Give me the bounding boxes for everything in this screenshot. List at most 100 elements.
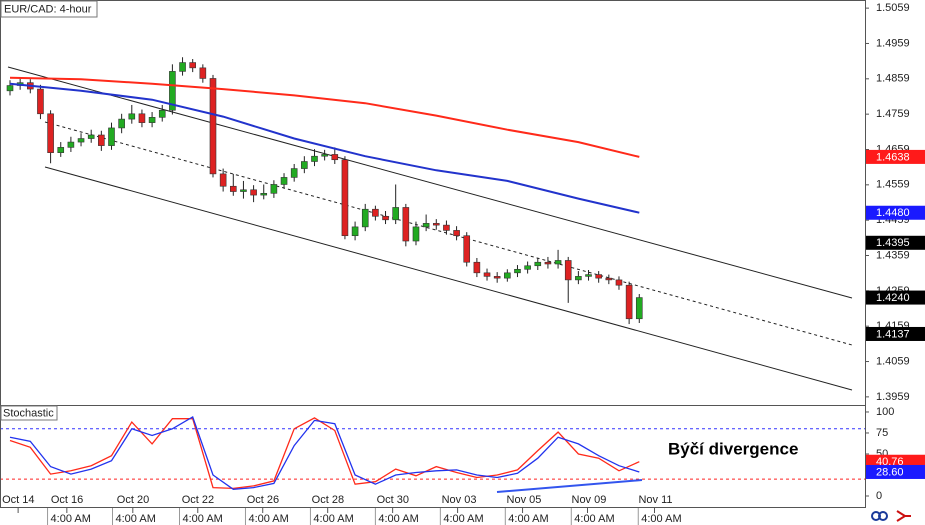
price-tag-label: 1.4395 (876, 237, 910, 249)
candle-body (483, 272, 491, 277)
y-tick-label: 1.3959 (876, 391, 910, 403)
x-minor-tick-label: 4:00 AM (641, 513, 681, 525)
price-tag-label: 28.60 (876, 466, 904, 478)
candle-body (98, 134, 105, 146)
candle-body (169, 71, 176, 111)
series-line (9, 76, 640, 158)
stochastic-title: Stochastic (3, 407, 54, 419)
candle-body (189, 62, 196, 69)
candle-body (392, 207, 399, 221)
chart-title: EUR/CAD: 4-hour (4, 3, 92, 15)
candle-body (382, 215, 389, 221)
arrow-icon[interactable] (896, 510, 911, 522)
candle-body (463, 235, 471, 263)
candle-body (635, 297, 643, 320)
price-tag (866, 464, 925, 479)
x-minor-tick-label: 4:00 AM (443, 513, 483, 525)
candle-body (301, 161, 308, 169)
candle-body (179, 62, 186, 72)
x-minor-tick-label: 4:00 AM (378, 513, 418, 525)
candle-body (270, 184, 278, 194)
price-tag (866, 290, 925, 305)
candle-body (331, 154, 339, 161)
y-tick-label: 1.4559 (876, 179, 910, 191)
y-tick-label: 1.5059 (876, 2, 910, 14)
y-tick-label: 0 (876, 490, 882, 502)
candle-body (361, 208, 369, 228)
candle-body (453, 230, 460, 237)
candle-body (402, 207, 410, 242)
candle-body (341, 159, 349, 237)
candle-body (564, 260, 572, 281)
series-line (9, 416, 640, 490)
price-panel: 1.50591.49591.48591.47591.46591.45591.44… (6, 2, 925, 403)
x-tick-label: Oct 30 (377, 494, 409, 506)
candle-body (372, 208, 379, 217)
candle-body (473, 261, 481, 274)
series-line (9, 417, 640, 490)
candle-body (493, 276, 501, 279)
candle-body (514, 268, 521, 274)
candle-body (432, 223, 440, 226)
candle-body (47, 113, 54, 153)
x-tick-label: Nov 09 (572, 494, 607, 506)
price-tag-label: 1.4137 (876, 328, 910, 340)
stochastic-frame (0, 405, 866, 508)
candle-body (37, 88, 44, 115)
x-tick-label: Oct 28 (312, 494, 344, 506)
candle-body (209, 78, 217, 175)
x-minor-tick-label: 4:00 AM (248, 513, 288, 525)
candle-body (199, 67, 207, 79)
annotation: Býčí divergence (668, 439, 798, 458)
candle-body (77, 138, 85, 143)
candle-body (280, 177, 288, 185)
channel-upper (7, 66, 853, 299)
price-tag-label: 1.4240 (876, 292, 910, 304)
link-icon-2[interactable] (878, 511, 888, 521)
candle-body (575, 276, 582, 281)
title-box (0, 0, 98, 18)
candle-body (554, 260, 562, 265)
y-tick-label: 1.4859 (876, 73, 910, 85)
candle-body (108, 127, 115, 146)
x-tick-label: Oct 20 (117, 494, 149, 506)
x-minor-tick-label: 4:00 AM (182, 513, 222, 525)
candle-body (229, 185, 237, 192)
y-tick-label: 1.4759 (876, 108, 910, 120)
candle-body (443, 224, 450, 231)
candle-body (625, 284, 633, 320)
candle-body (219, 173, 227, 187)
y-tick-label: 75 (876, 427, 888, 439)
candle-body (351, 226, 359, 237)
candle-body (595, 274, 602, 279)
x-tick-label: Nov 11 (638, 494, 672, 506)
candle-body (250, 189, 257, 196)
candle-body (240, 189, 247, 192)
candle-body (615, 279, 623, 286)
candle-body (534, 261, 542, 267)
x-minor-tick-label: 4:00 AM (313, 513, 353, 525)
candle-body (311, 155, 318, 162)
y-tick-label: 100 (876, 406, 894, 418)
candle-body (544, 261, 552, 265)
candle-body (148, 117, 156, 123)
x-minor-tick-label: 4:00 AM (116, 513, 156, 525)
y-tick-label: 1.4959 (876, 37, 910, 49)
candle-body (260, 193, 268, 196)
x-tick-label: Oct 22 (182, 494, 214, 506)
candle-body (6, 85, 14, 92)
channel-lower (44, 166, 853, 391)
toolbar-icons[interactable] (871, 510, 911, 522)
candle-body (118, 118, 125, 129)
candle-body (67, 141, 75, 148)
candle-body (128, 113, 136, 120)
price-tag (866, 235, 925, 250)
candle-body (422, 223, 430, 228)
candle-body (524, 265, 531, 270)
channel-mid (44, 121, 853, 346)
y-tick-label: 1.4359 (876, 249, 910, 261)
